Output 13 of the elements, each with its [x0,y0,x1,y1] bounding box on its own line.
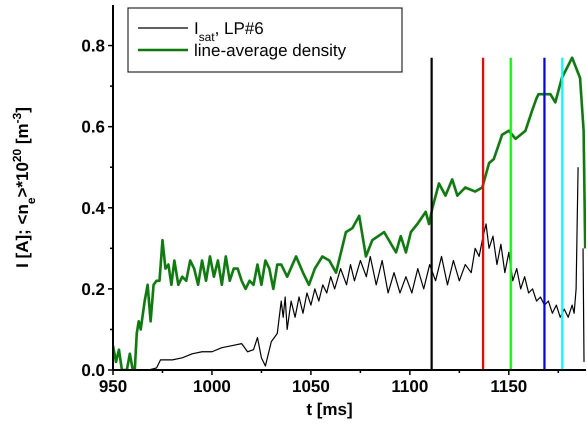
y-tick-label: 0.4 [81,198,106,218]
x-axis-title: t [ms] [306,400,353,419]
legend-label: I$_{sat}$, LP#6 [194,19,264,44]
x-tick-label: 1050 [292,377,330,396]
text: 0.0 [81,361,105,380]
y-tick-label: 0.2 [81,280,105,299]
y-tick-label: 0.6 [81,118,105,137]
x-tick-label: 950 [98,377,128,396]
y-tick-label: 0.8 [81,36,105,56]
x-tick-label: 1100 [391,377,428,396]
x-tick-label: 1150 [490,377,528,396]
x-tick-label: 1000 [193,377,231,396]
legend-label: line-average density [194,41,347,60]
